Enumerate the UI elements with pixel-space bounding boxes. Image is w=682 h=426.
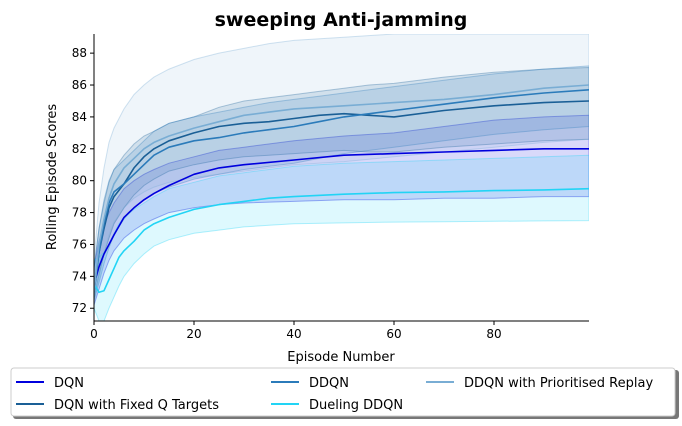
legend-label-3: DDQN: [309, 376, 349, 391]
line-series-2: [94, 100, 589, 293]
y-tick-label: 80: [72, 174, 87, 188]
y-tick-label: 74: [72, 269, 87, 283]
legend-label-2: DQN with Fixed Q Targets: [54, 398, 219, 413]
legend-label-4: Dueling DDQN: [309, 398, 403, 413]
x-tick-label: 0: [90, 327, 98, 341]
y-axis-label: Rolling Episode Scores: [45, 104, 60, 250]
y-tick-label: 86: [72, 78, 87, 92]
x-tick-label: 20: [186, 327, 201, 341]
y-tick-label: 72: [72, 301, 87, 315]
y-tick-label: 84: [72, 110, 87, 124]
x-tick-label: 40: [286, 327, 301, 341]
legend-label-1: DQN: [54, 376, 84, 391]
x-tick-label: 60: [386, 327, 401, 341]
line-series-4: [94, 187, 589, 294]
x-axis-ticks: 0 20 40 60 80: [90, 321, 502, 341]
confidence-bands: [94, 34, 589, 321]
band-series-1: [94, 114, 589, 306]
legend-box: [10, 367, 676, 417]
x-axis-label: Episode Number: [287, 350, 395, 365]
y-axis-ticks: 72 74 76 78 80 82 84 86 88: [72, 46, 94, 315]
legend-label-5: DDQN with Prioritised Replay: [464, 376, 653, 391]
y-tick-label: 82: [72, 142, 87, 156]
line-series-5: [94, 84, 589, 293]
chart-title: sweeping Anti-jamming: [215, 9, 468, 31]
band-series-4: [94, 154, 589, 321]
legend: DQN DQN with Fixed Q Targets DDQN Dueling D…: [10, 367, 679, 419]
x-tick-label: 80: [486, 327, 501, 341]
y-tick-label: 76: [72, 237, 87, 251]
series-lines: [94, 84, 589, 294]
band-series-2: [94, 66, 589, 299]
y-tick-label: 78: [72, 206, 87, 220]
y-tick-label: 88: [72, 46, 87, 60]
line-series-1: [94, 148, 589, 285]
line-series-3: [94, 89, 589, 290]
